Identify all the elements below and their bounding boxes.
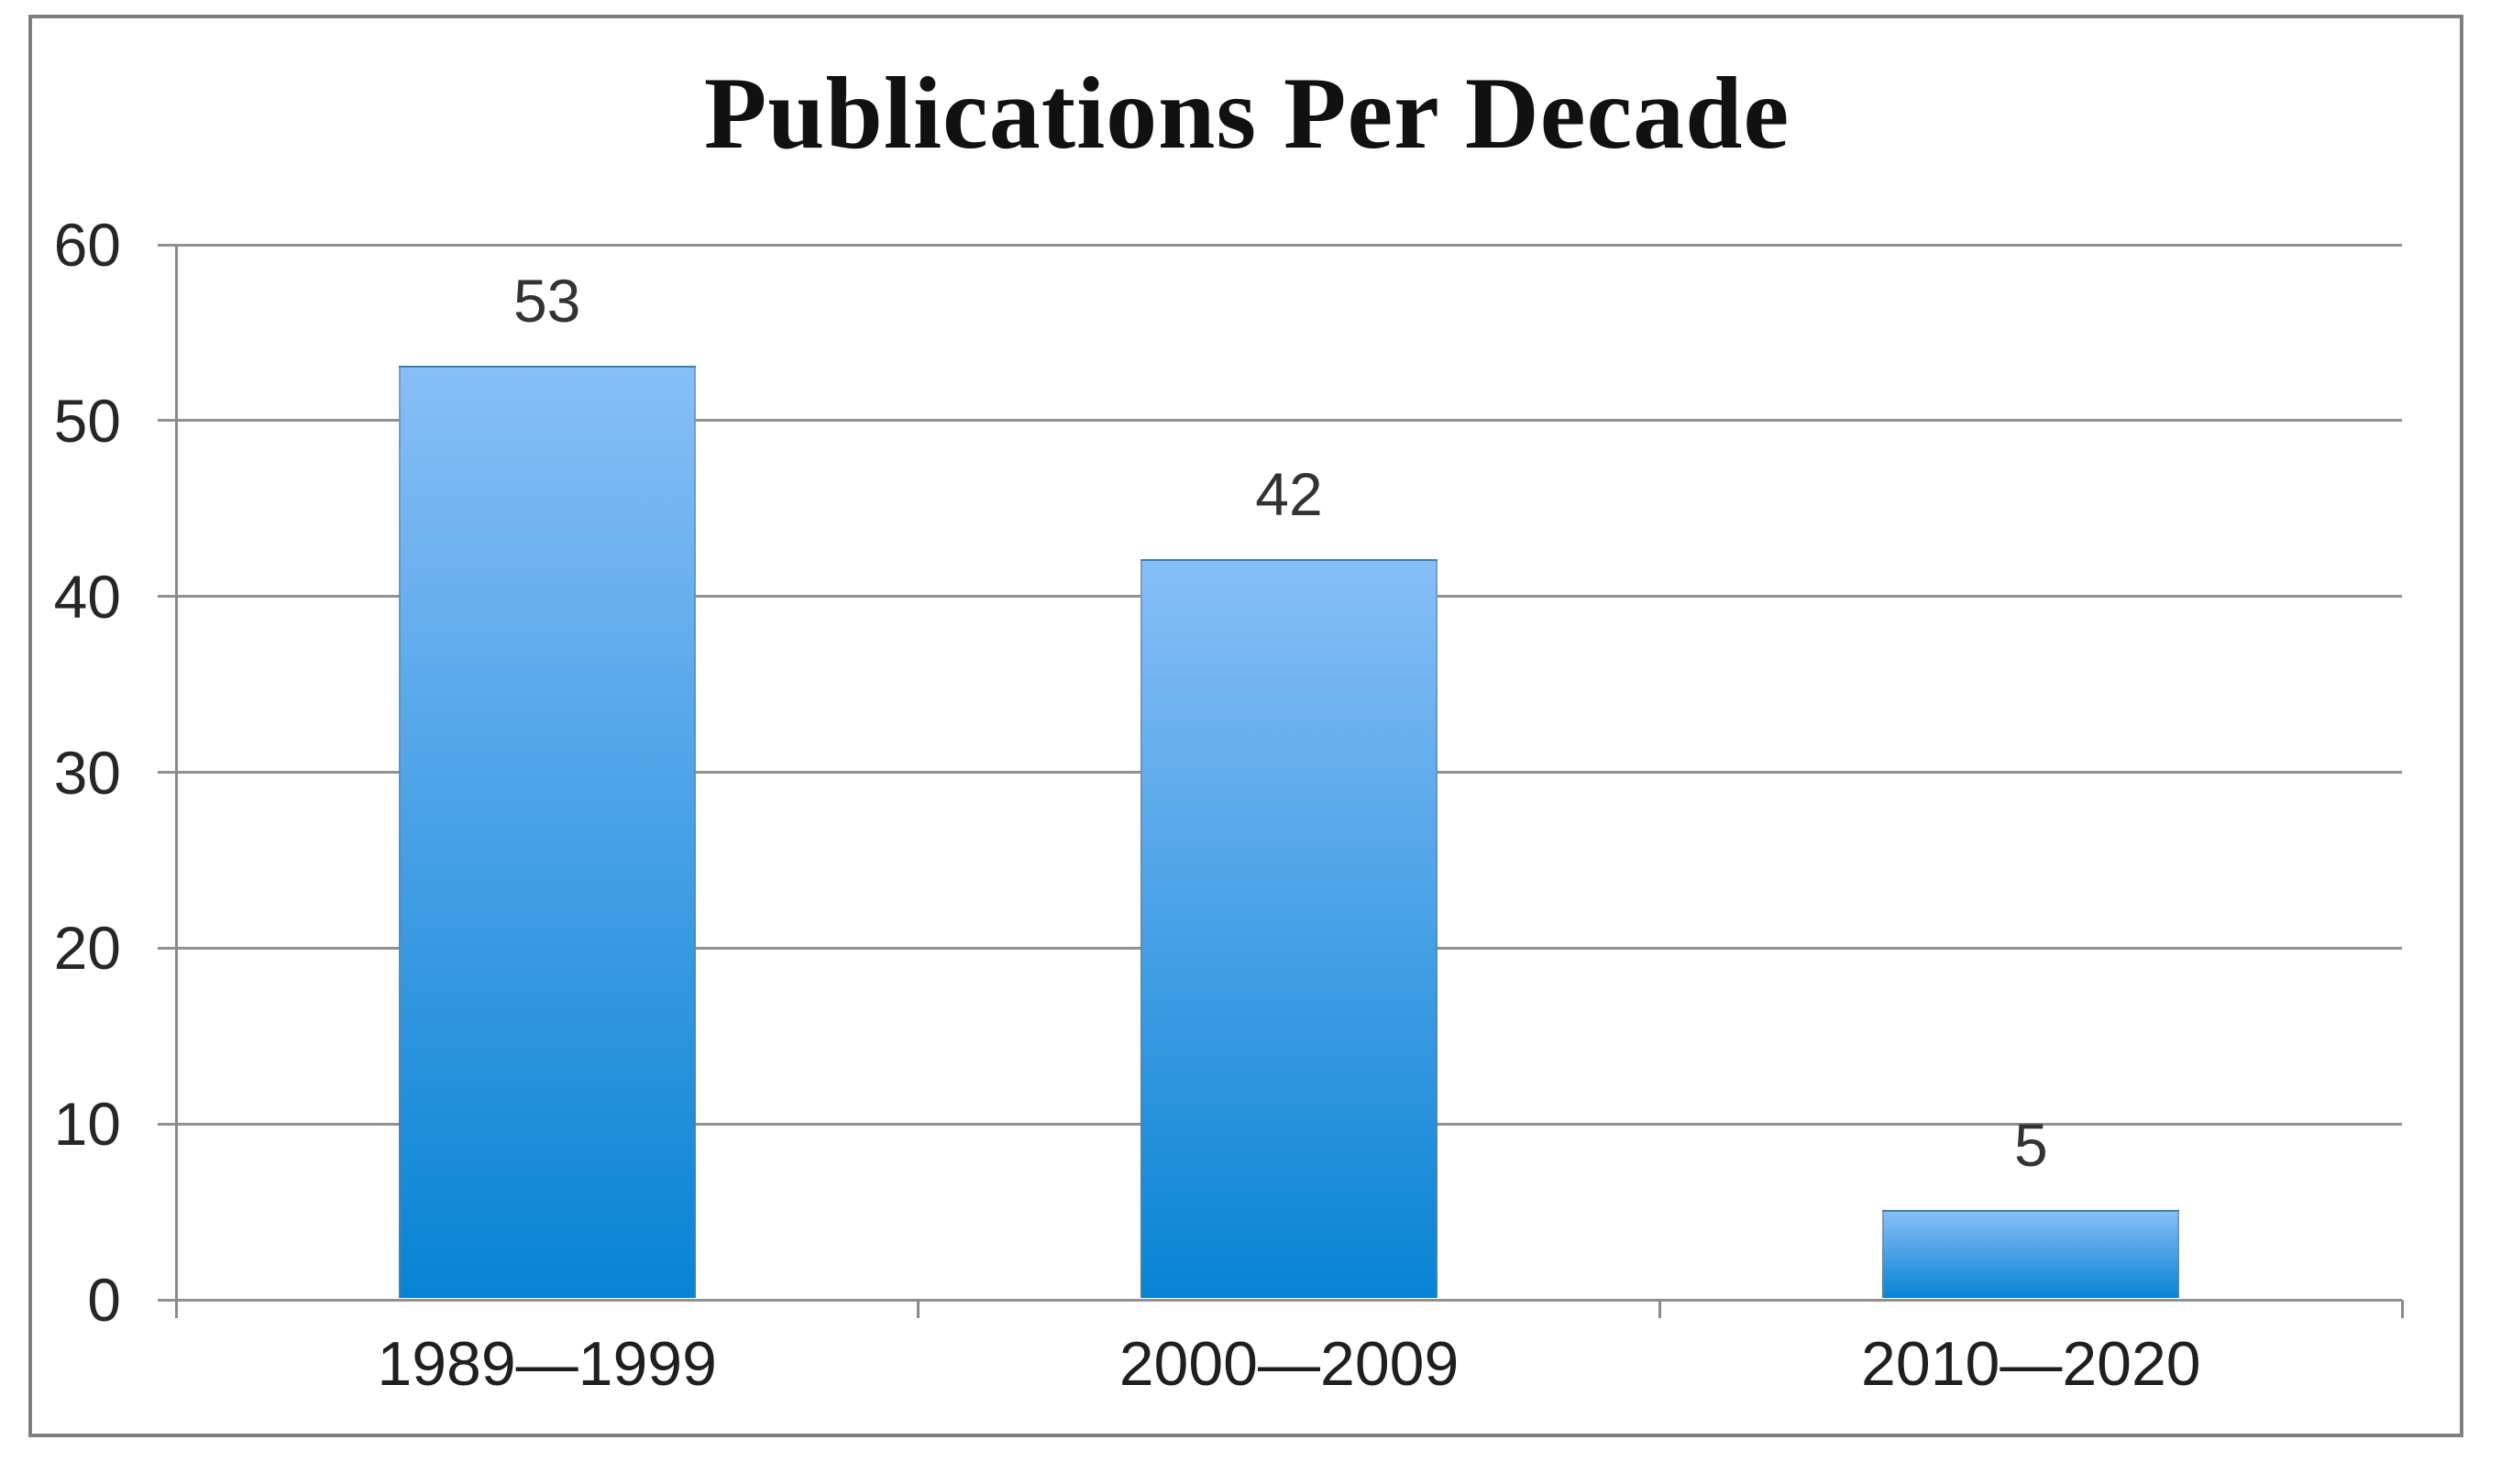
x-axis-label: 1989—1999 bbox=[377, 1329, 717, 1399]
y-tick-label: 20 bbox=[53, 914, 121, 983]
y-tick-label: 0 bbox=[87, 1266, 121, 1334]
chart-title: Publications Per Decade bbox=[703, 57, 1790, 170]
gridline bbox=[158, 419, 2402, 423]
y-tick-label: 60 bbox=[53, 211, 121, 279]
y-tick-label: 50 bbox=[53, 386, 121, 455]
gridline bbox=[158, 243, 2402, 247]
y-tick-label: 30 bbox=[53, 738, 121, 807]
x-axis-label: 2010—2020 bbox=[1861, 1329, 2201, 1399]
y-axis-line bbox=[174, 245, 178, 1302]
bar bbox=[1140, 559, 1438, 1298]
bar-value-label: 42 bbox=[1255, 460, 1323, 529]
bar-value-label: 5 bbox=[2013, 1111, 2048, 1180]
y-tick-label: 10 bbox=[53, 1090, 121, 1159]
bar-value-label: 53 bbox=[512, 267, 581, 335]
x-axis-tick bbox=[2400, 1300, 2404, 1318]
y-tick-label: 40 bbox=[53, 562, 121, 631]
gridline bbox=[158, 1298, 2402, 1302]
plot-area: 0 10 20 30 40 50 60 53 1989—1999 42 2000—2009 5 2010… bbox=[54, 214, 2404, 1395]
x-axis-tick bbox=[916, 1300, 920, 1318]
x-axis-label: 2000—2009 bbox=[1118, 1329, 1460, 1399]
x-axis-tick bbox=[1658, 1300, 1662, 1318]
bar bbox=[1882, 1210, 2180, 1298]
x-axis-tick bbox=[174, 1300, 178, 1318]
bar bbox=[398, 366, 696, 1298]
